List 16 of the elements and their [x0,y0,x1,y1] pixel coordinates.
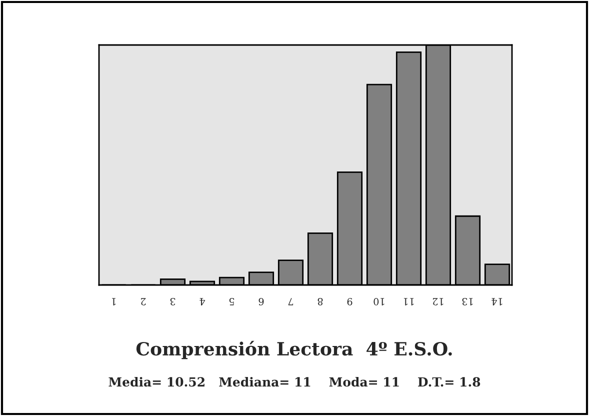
x-tick-label: 3 [170,298,176,306]
x-tick-label: 12 [433,298,444,306]
x-tick-label: 10 [374,298,384,306]
x-tick-label: 14 [492,298,502,306]
x-tick-label: 7 [288,298,294,306]
x-tick-label: 8 [318,298,323,306]
x-tick-label: 13 [462,298,473,306]
text: Comprensión Lectora 4º E.S.O. [136,340,452,360]
x-tick-label: 1 [112,298,116,306]
x-tick-label: 6 [258,298,264,306]
x-tick-label: 5 [229,298,234,306]
text: Media= 10.52 Mediana= 11 Moda= 11 D.T.= 1.8 [108,376,480,387]
x-tick-label: 2 [141,298,146,306]
x-tick-label: 11 [404,298,414,306]
x-tick-label: 4 [200,298,206,306]
x-tick-label: 9 [347,298,352,306]
